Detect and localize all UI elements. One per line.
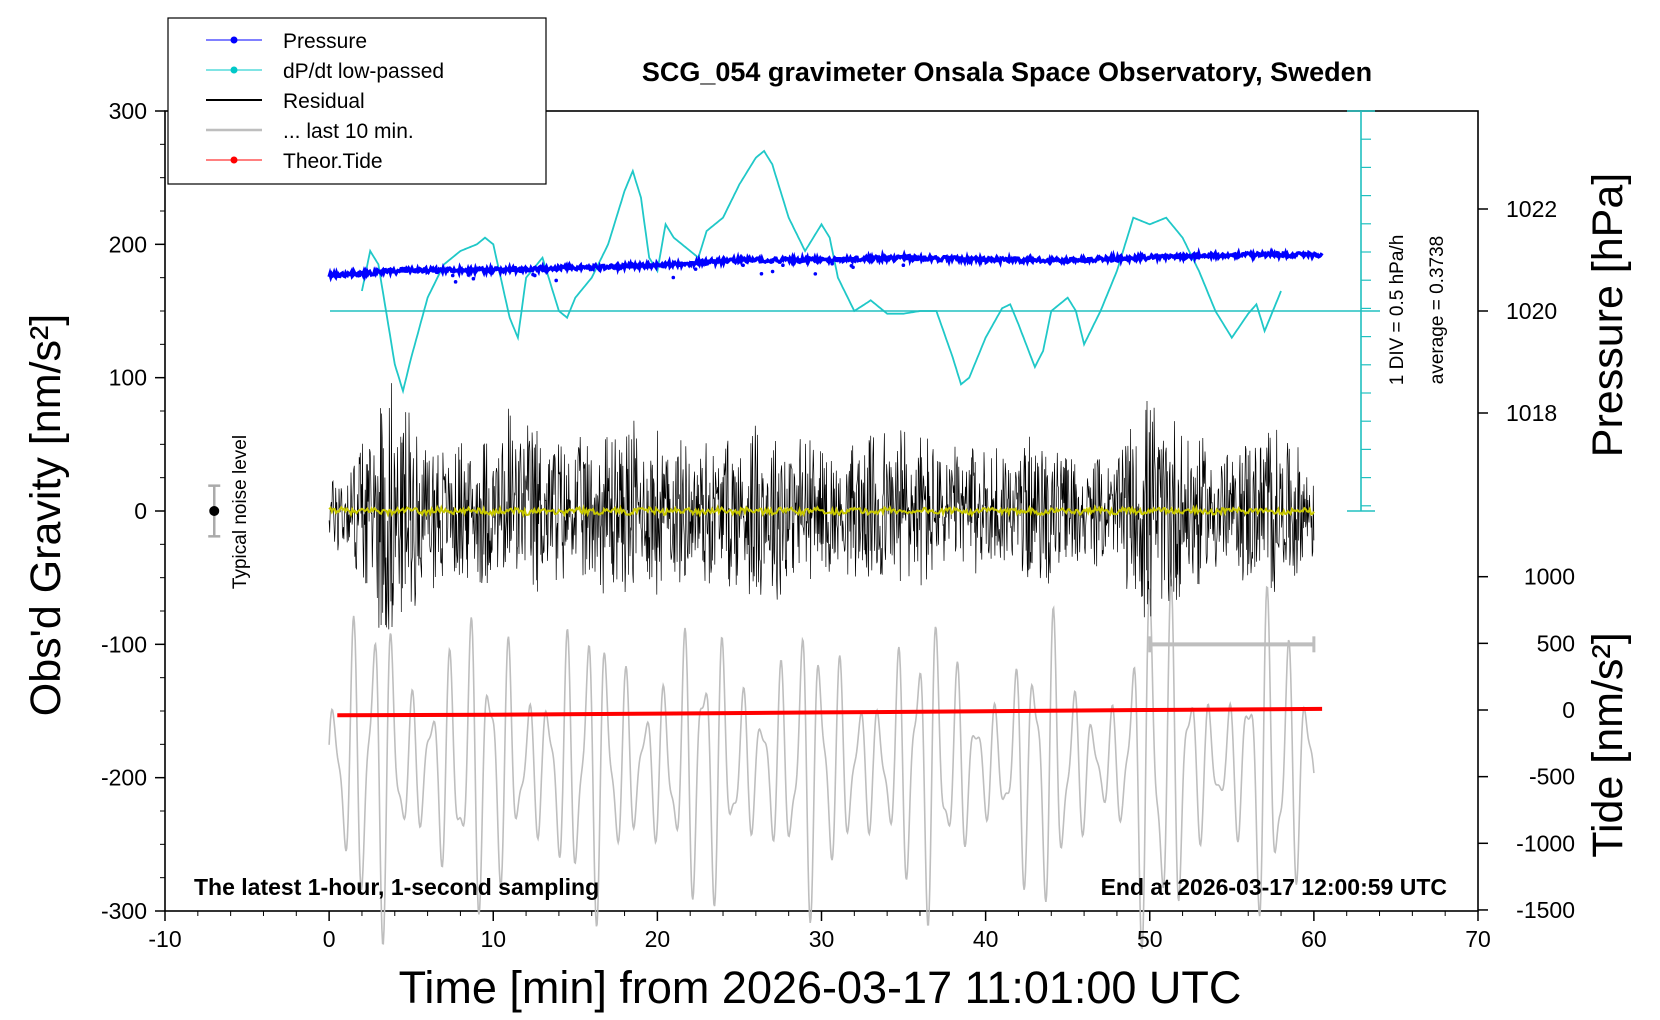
tide-tick-label: 500	[1537, 630, 1575, 656]
x-axis-label: Time [min] from 2026-03-17 11:01:00 UTC	[399, 962, 1242, 1013]
legend-marker	[230, 66, 238, 74]
tide-tick-label: 0	[1562, 697, 1575, 723]
y-axis-label-left: Obs'd Gravity [nm/s²]	[22, 314, 70, 716]
legend-label: dP/dt low-passed	[283, 60, 444, 83]
tide-tick-label: 1000	[1524, 564, 1575, 590]
series-residual-filtered	[328, 503, 1315, 519]
average-label: average = 0.3738	[1427, 236, 1448, 384]
pressure-outlier	[830, 261, 834, 266]
pressure-outlier	[693, 267, 698, 271]
x-tick-label: 40	[973, 926, 999, 952]
legend-item: Theor.Tide	[206, 150, 383, 173]
axes: -10 0 10 20 30 40 50 60 703002001000-100-200-300…	[101, 98, 1575, 952]
x-tick-label: 50	[1137, 926, 1163, 952]
pressure-tick-label: 1022	[1506, 196, 1557, 222]
series-theor-tide	[337, 706, 1323, 718]
series-pressure	[327, 247, 1324, 284]
legend-item: Residual	[206, 90, 365, 113]
last-10-min-line	[328, 578, 1315, 950]
pressure-tick-label: 1020	[1506, 298, 1557, 324]
pressure-outlier	[759, 271, 764, 276]
legend-label: Theor.Tide	[283, 150, 383, 173]
x-tick-label: 70	[1465, 926, 1491, 952]
pressure-outlier	[466, 273, 471, 277]
chart-title: SCG_054 gravimeter Onsala Space Observat…	[642, 57, 1372, 87]
y-tick-label: 200	[109, 231, 147, 257]
legend-marker	[230, 36, 238, 44]
legend-item: ... last 10 min.	[206, 120, 414, 143]
y-tick-label: 300	[109, 98, 147, 124]
tide-line	[337, 706, 1323, 718]
tide-tick-label: -500	[1529, 764, 1575, 790]
x-tick-label: 10	[480, 926, 506, 952]
series-residual	[328, 383, 1315, 630]
pressure-outlier	[781, 263, 785, 268]
pressure-outlier	[813, 272, 818, 276]
legend-item: Pressure	[206, 30, 367, 53]
legend-item: dP/dt low-passed	[206, 60, 444, 83]
series-last-10-min	[328, 578, 1315, 950]
pressure-outlier	[849, 263, 854, 268]
pressure-outlier	[671, 275, 676, 280]
noise-level-marker	[209, 506, 220, 516]
dpdt-line	[361, 149, 1282, 395]
legend-marker	[230, 156, 238, 164]
series-dpdt	[361, 149, 1282, 395]
y-tick-label: 100	[109, 365, 147, 391]
x-tick-label: 60	[1301, 926, 1327, 952]
y-axis-label-pressure: Pressure [hPa]	[1584, 173, 1632, 457]
tide-tick-label: -1500	[1516, 897, 1575, 923]
pressure-outlier	[531, 272, 535, 277]
sampling-note: The latest 1-hour, 1-second sampling	[194, 874, 599, 900]
legend-label: Pressure	[283, 30, 367, 53]
pressure-outlier	[450, 273, 455, 278]
pressure-outlier	[453, 280, 458, 284]
annotations	[208, 110, 1380, 653]
y-tick-label: 0	[134, 498, 147, 524]
residual-line	[328, 383, 1315, 630]
x-tick-label: 0	[323, 926, 336, 952]
pressure-outlier	[554, 278, 558, 283]
filtered-residual-line	[328, 503, 1315, 519]
x-tick-label: 20	[645, 926, 671, 952]
pressure-outlier	[741, 263, 745, 268]
noise-level-label: Typical noise level	[230, 435, 251, 589]
div-scale-label: 1 DIV = 0.5 hPa/h	[1387, 235, 1408, 386]
legend: Pressure dP/dt low-passed Residual ... last…	[167, 17, 547, 185]
y-tick-label: -200	[101, 765, 147, 791]
y-tick-label: -300	[101, 898, 147, 924]
end-time-note: End at 2026-03-17 12:00:59 UTC	[1101, 874, 1447, 900]
pressure-outlier	[471, 276, 476, 281]
legend-label: Residual	[283, 90, 365, 113]
tide-tick-label: -1000	[1516, 830, 1575, 856]
y-axis-label-tide: Tide [nm/s²]	[1584, 632, 1632, 857]
x-tick-label: 30	[809, 926, 835, 952]
pressure-outlier	[901, 263, 906, 268]
y-tick-label: -100	[101, 631, 147, 657]
pressure-line	[327, 247, 1324, 283]
pressure-outlier	[770, 269, 775, 274]
legend-label: ... last 10 min.	[283, 120, 414, 143]
pressure-tick-label: 1018	[1506, 400, 1557, 426]
x-tick-label: -10	[148, 926, 181, 952]
